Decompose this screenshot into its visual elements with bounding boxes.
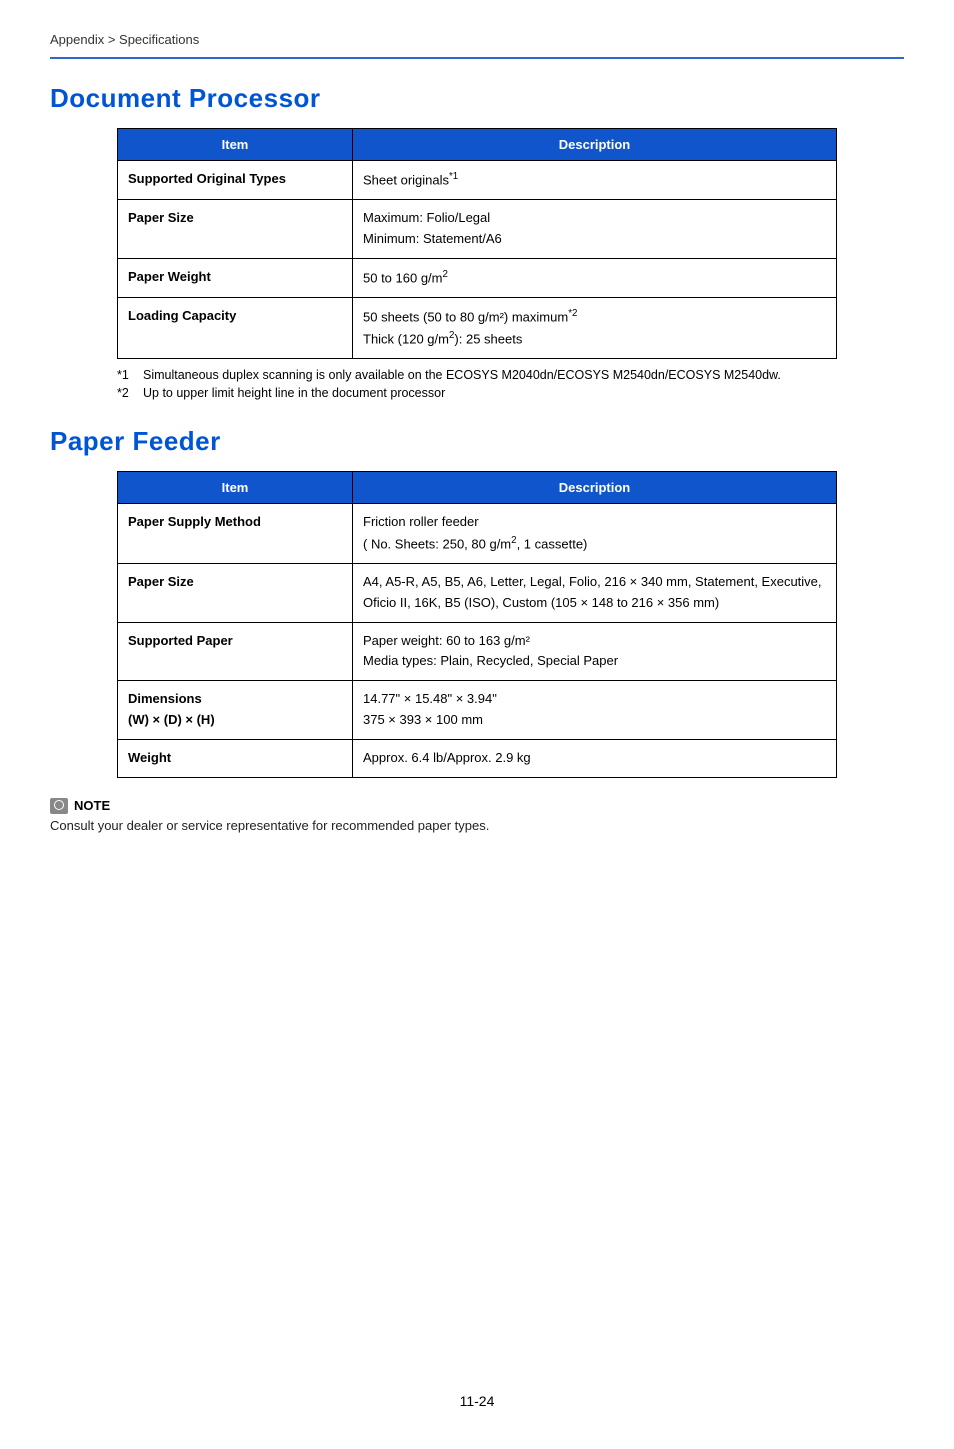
table-paper-feeder: Item Description Paper Supply Method Fri… — [117, 471, 837, 778]
row-value: Maximum: Folio/LegalMinimum: Statement/A… — [353, 200, 837, 259]
section-paper-feeder: Paper Feeder Item Description Paper Supp… — [50, 426, 904, 778]
row-label: Paper Size — [118, 564, 353, 623]
footnotes: *1 Simultaneous duplex scanning is only … — [117, 367, 837, 402]
table-row: Paper Size A4, A5-R, A5, B5, A6, Letter,… — [118, 564, 837, 623]
row-label: Paper Size — [118, 200, 353, 259]
row-value: 14.77" × 15.48" × 3.94"375 × 393 × 100 m… — [353, 681, 837, 740]
table-header-desc: Description — [353, 472, 837, 504]
table-row: Paper Size Maximum: Folio/LegalMinimum: … — [118, 200, 837, 259]
row-value: A4, A5-R, A5, B5, A6, Letter, Legal, Fol… — [353, 564, 837, 623]
note-block: NOTE Consult your dealer or service repr… — [50, 798, 904, 833]
breadcrumb: Appendix > Specifications — [50, 32, 904, 59]
note-text: Consult your dealer or service represent… — [50, 818, 904, 833]
footnote-marker: *2 — [117, 385, 143, 403]
table-row: Dimensions(W) × (D) × (H) 14.77" × 15.48… — [118, 681, 837, 740]
table-row: Loading Capacity 50 sheets (50 to 80 g/m… — [118, 297, 837, 358]
row-label: Paper Weight — [118, 258, 353, 297]
table-row: Weight Approx. 6.4 lb/Approx. 2.9 kg — [118, 739, 837, 777]
row-label: Paper Supply Method — [118, 504, 353, 564]
table-row: Paper Supply Method Friction roller feed… — [118, 504, 837, 564]
table-document-processor: Item Description Supported Original Type… — [117, 128, 837, 359]
footnote: *2 Up to upper limit height line in the … — [117, 385, 837, 403]
row-label: Supported Original Types — [118, 161, 353, 200]
row-label: Weight — [118, 739, 353, 777]
footnote: *1 Simultaneous duplex scanning is only … — [117, 367, 837, 385]
row-value: 50 to 160 g/m2 — [353, 258, 837, 297]
table-header-item: Item — [118, 129, 353, 161]
table-header-item: Item — [118, 472, 353, 504]
table-row: Supported Original Types Sheet originals… — [118, 161, 837, 200]
row-label: Loading Capacity — [118, 297, 353, 358]
row-value: Sheet originals*1 — [353, 161, 837, 200]
footnote-text: Simultaneous duplex scanning is only ava… — [143, 367, 837, 385]
note-label: NOTE — [74, 798, 110, 813]
table-header-desc: Description — [353, 129, 837, 161]
note-icon — [50, 798, 68, 814]
row-value: Paper weight: 60 to 163 g/m²Media types:… — [353, 622, 837, 681]
row-value: 50 sheets (50 to 80 g/m²) maximum*2Thick… — [353, 297, 837, 358]
row-label: Dimensions(W) × (D) × (H) — [118, 681, 353, 740]
table-row: Supported Paper Paper weight: 60 to 163 … — [118, 622, 837, 681]
row-value: Approx. 6.4 lb/Approx. 2.9 kg — [353, 739, 837, 777]
row-value: Friction roller feeder( No. Sheets: 250,… — [353, 504, 837, 564]
footnote-marker: *1 — [117, 367, 143, 385]
heading-paper-feeder: Paper Feeder — [50, 426, 904, 457]
heading-document-processor: Document Processor — [50, 83, 904, 114]
table-row: Paper Weight 50 to 160 g/m2 — [118, 258, 837, 297]
footnote-text: Up to upper limit height line in the doc… — [143, 385, 837, 403]
page-number: 11-24 — [50, 1393, 904, 1409]
section-document-processor: Document Processor Item Description Supp… — [50, 83, 904, 402]
row-label: Supported Paper — [118, 622, 353, 681]
